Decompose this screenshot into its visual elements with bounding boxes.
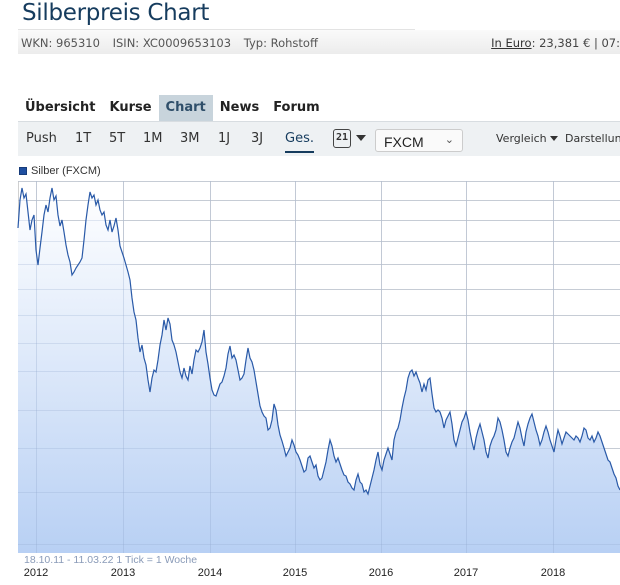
price-display: In Euro: 23,381 € | 07:	[491, 36, 620, 50]
exchange-select[interactable]: FXCM ⌄	[375, 129, 463, 152]
chart-legend[interactable]: Silber (FXCM)	[19, 165, 101, 177]
range-ges[interactable]: Ges.	[285, 131, 314, 153]
display-label: Darstellung	[565, 132, 620, 145]
calendar-icon[interactable]: 21	[333, 129, 351, 148]
instrument-info-bar: WKN: 965310 ISIN: XC0009653103 Typ: Rohs…	[18, 30, 620, 54]
main-tabs: Übersicht Kurse Chart News Forum	[18, 95, 327, 127]
chart-range-annotation: 18.10.11 - 11.03.22 1 Tick = 1 Woche	[24, 554, 198, 566]
x-tick-2013: 2013	[110, 567, 136, 579]
isin-label: ISIN: XC0009653103	[112, 36, 232, 50]
wkn-label: WKN: 965310	[21, 36, 100, 50]
chart-toolbar: Push 1T 5T 1M 3M 1J 3J Ges. 21 FXCM ⌄ Ve…	[18, 121, 620, 156]
type-label: Typ: Rohstoff	[243, 36, 318, 50]
caret-down-icon	[549, 136, 558, 141]
page-title: Silberpreis Chart	[22, 0, 210, 26]
tab-uebersicht[interactable]: Übersicht	[25, 100, 96, 115]
display-dropdown[interactable]: Darstellung	[565, 132, 620, 145]
range-3m[interactable]: 3M	[180, 131, 200, 146]
range-1t[interactable]: 1T	[75, 131, 92, 146]
x-tick-2015: 2015	[282, 567, 308, 579]
x-tick-2018: 2018	[540, 567, 566, 579]
range-push[interactable]: Push	[26, 131, 57, 146]
calendar-dropdown-caret-icon[interactable]	[356, 135, 366, 141]
price-line	[17, 187, 620, 496]
compare-dropdown[interactable]: Vergleich	[496, 132, 558, 145]
x-tick-2017: 2017	[453, 567, 479, 579]
x-tick-2012: 2012	[23, 567, 49, 579]
chevron-down-icon: ⌄	[444, 134, 454, 146]
tab-forum[interactable]: Forum	[273, 100, 320, 115]
legend-label: Silber (FXCM)	[31, 165, 101, 177]
range-1m[interactable]: 1M	[143, 131, 163, 146]
chart-grid-overlay	[18, 181, 620, 553]
range-5t[interactable]: 5T	[109, 131, 126, 146]
x-tick-2016: 2016	[368, 567, 394, 579]
compare-label: Vergleich	[496, 132, 547, 145]
instrument-meta: WKN: 965310 ISIN: XC0009653103 Typ: Rohs…	[21, 36, 327, 50]
tab-news[interactable]: News	[219, 100, 260, 115]
title-divider	[18, 29, 415, 30]
range-3j[interactable]: 3J	[251, 131, 264, 146]
price-value: : 23,381 € | 07:	[531, 36, 620, 50]
exchange-select-value: FXCM	[384, 134, 424, 150]
legend-swatch-icon	[19, 167, 27, 175]
tab-kurse[interactable]: Kurse	[109, 100, 152, 115]
x-tick-2014: 2014	[197, 567, 223, 579]
currency-link[interactable]: In Euro	[491, 36, 532, 50]
price-area	[18, 188, 620, 553]
range-1j[interactable]: 1J	[218, 131, 231, 146]
